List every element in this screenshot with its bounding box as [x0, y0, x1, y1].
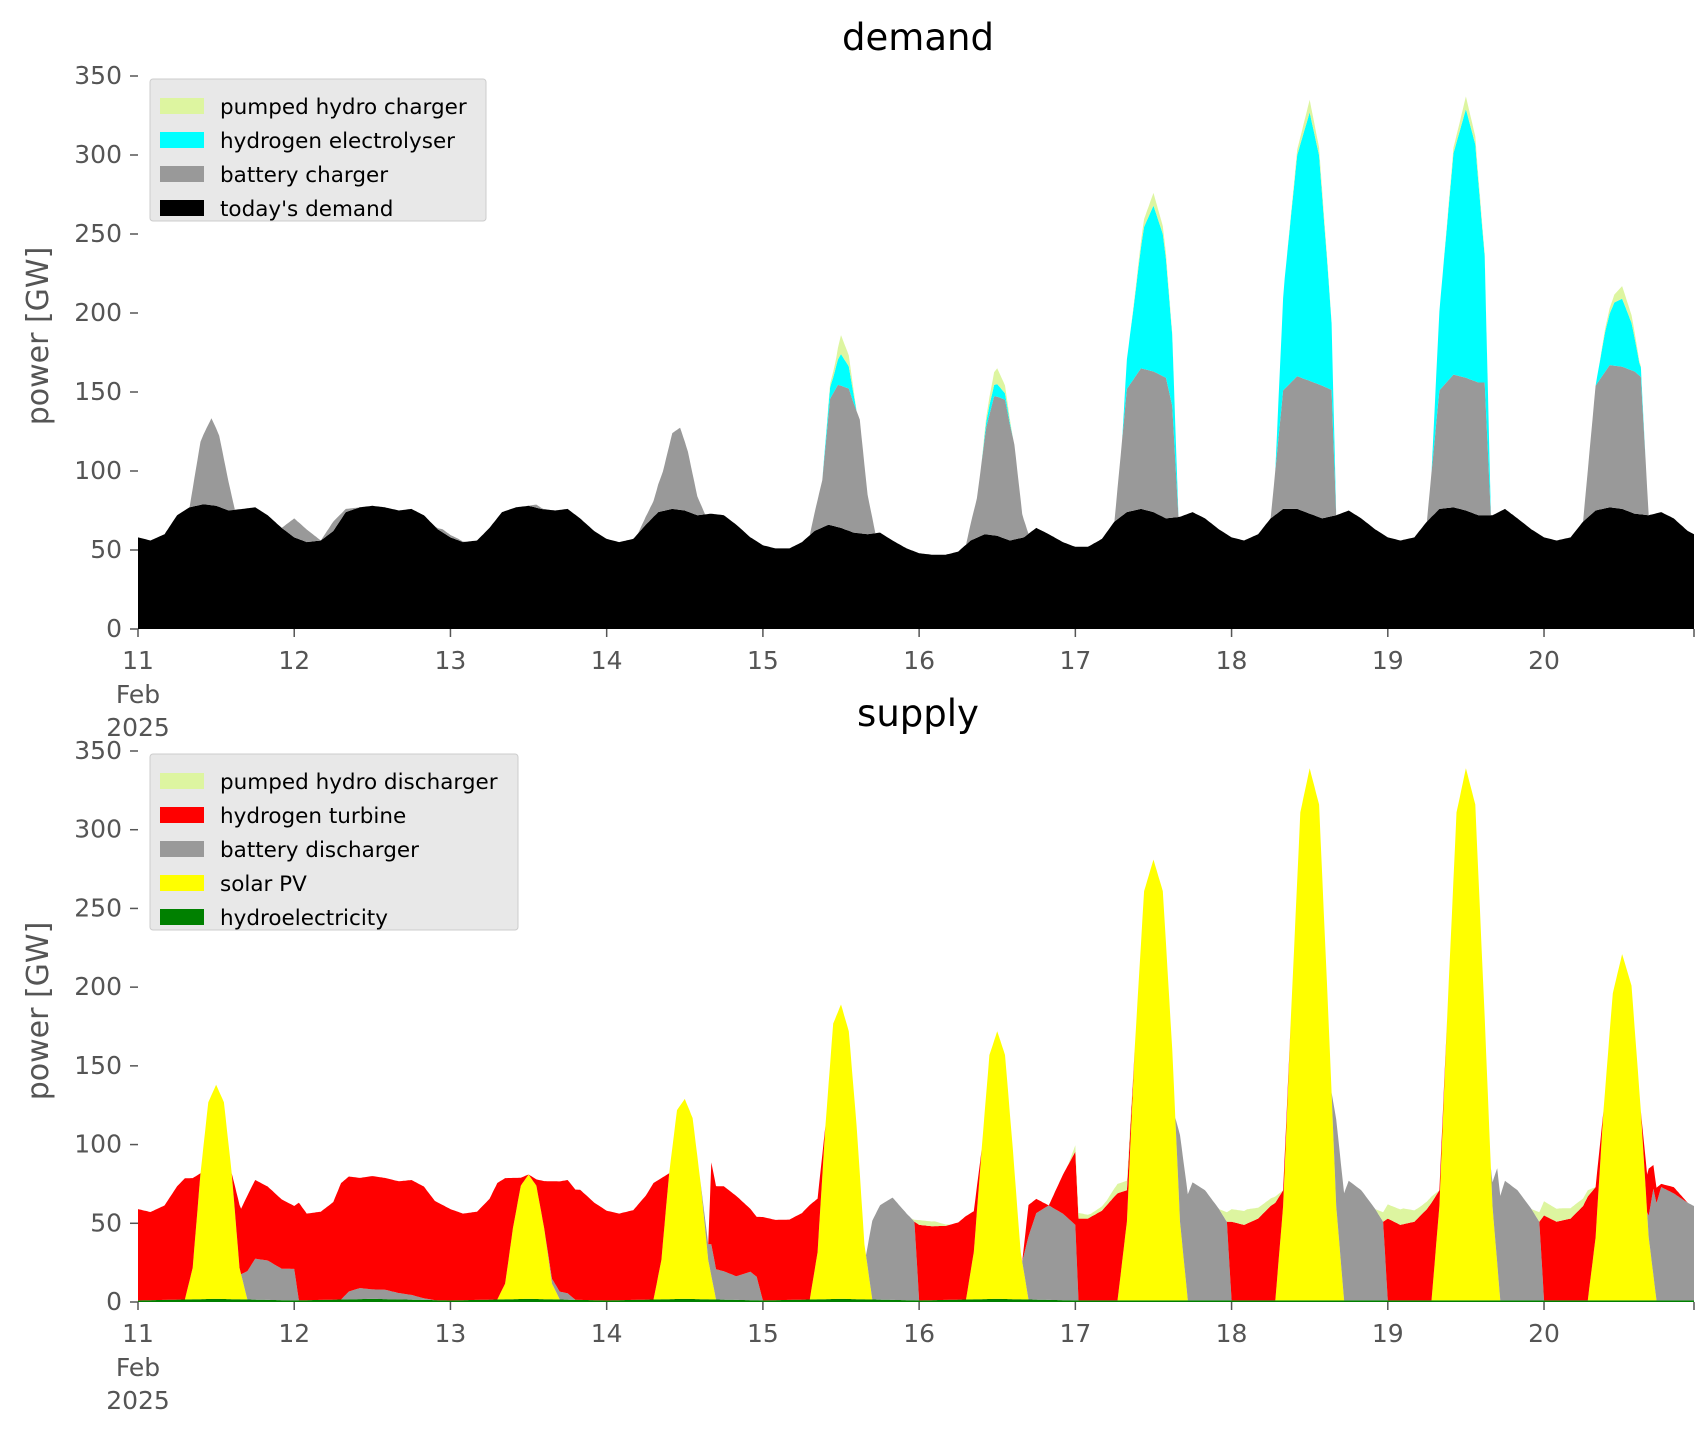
area-series-4: [138, 768, 1694, 1262]
x-tick-label: 20: [1528, 646, 1560, 675]
y-tick-label: 150: [74, 377, 122, 406]
y-tick-label: 50: [90, 535, 122, 564]
y-tick-label: 300: [74, 140, 122, 169]
x-tick-sublabel: Feb: [116, 680, 160, 709]
x-tick-label: 14: [591, 1319, 623, 1348]
legend-swatch: [160, 132, 204, 148]
area-series-2: [138, 768, 1694, 1301]
legend-label: pumped hydro discharger: [220, 770, 498, 795]
area-layer: [138, 768, 1694, 1302]
axes: 0 50 100 150 200 250 300 350 11 Feb 2025 12 13 14 15 16…: [74, 736, 1695, 1415]
legend-box: [149, 78, 487, 222]
demand-panel: demand power [GW] 0 50 100 150 200 250 300 350 1…: [21, 16, 1695, 742]
legend-swatch: [160, 875, 204, 891]
y-tick-label: 0: [106, 614, 122, 643]
y-tick-label: 50: [90, 1208, 122, 1237]
area-series-1: [138, 365, 1694, 555]
x-tick-label: 12: [278, 646, 310, 675]
x-tick-label: 16: [903, 646, 935, 675]
legend-swatch: [160, 807, 204, 823]
legend-label: hydroelectricity: [220, 906, 388, 931]
y-tick-label: 200: [74, 972, 122, 1001]
x-tick-label: 15: [747, 646, 779, 675]
area-series-3: [138, 768, 1694, 1301]
x-tick-label: 18: [1216, 1319, 1248, 1348]
y-tick-label: 200: [74, 298, 122, 327]
area-layer: [138, 96, 1694, 629]
area-series-0: [138, 504, 1694, 629]
y-tick-label: 250: [74, 893, 122, 922]
legend-label: solar PV: [220, 872, 307, 897]
supply-panel: supply power [GW] 0 50 100 150 200 250 300 350 1…: [21, 692, 1695, 1415]
x-tick-label: 13: [435, 646, 467, 675]
y-axis-label: power [GW]: [21, 922, 56, 1101]
legend-items: pumped hydro discharger hydrogen turbine b…: [160, 770, 498, 931]
area-series-0: [138, 1298, 1694, 1302]
legend-label: hydrogen electrolyser: [220, 129, 455, 154]
y-tick-label: 100: [74, 456, 122, 485]
legend-swatch: [160, 98, 204, 114]
x-tick-label: 15: [747, 1319, 779, 1348]
y-tick-label: 100: [74, 1130, 122, 1159]
x-tick-label: 11: [122, 1319, 154, 1348]
legend-label: battery discharger: [220, 838, 419, 863]
chart-title: demand: [842, 16, 994, 59]
chart-title: supply: [857, 692, 979, 735]
x-tick-label: 13: [435, 1319, 467, 1348]
y-tick-label: 300: [74, 815, 122, 844]
x-tick-label: 17: [1059, 646, 1091, 675]
legend-label: pumped hydro charger: [220, 95, 467, 120]
x-tick-label: 17: [1059, 1319, 1091, 1348]
x-tick-label: 11: [122, 646, 154, 675]
x-tick-sublabel: 2025: [106, 713, 170, 742]
axes: 0 50 100 150 200 250 300 350 11 Feb 2025 12 13 14 15 16…: [74, 61, 1695, 742]
legend-swatch: [160, 841, 204, 857]
y-tick-label: 0: [106, 1287, 122, 1316]
legend-swatch: [160, 200, 204, 216]
legend-items: pumped hydro charger hydrogen electrolyse…: [160, 95, 467, 222]
legend-label: battery charger: [220, 163, 388, 188]
legend-swatch: [160, 773, 204, 789]
legend-label: today's demand: [220, 197, 393, 222]
y-tick-label: 150: [74, 1051, 122, 1080]
y-tick-label: 350: [74, 736, 122, 765]
legend-swatch: [160, 166, 204, 182]
area-series-1: [138, 768, 1694, 1301]
legend-label: hydrogen turbine: [220, 804, 406, 829]
x-tick-label: 19: [1372, 1319, 1404, 1348]
y-tick-label: 350: [74, 61, 122, 90]
x-tick-label: 19: [1372, 646, 1404, 675]
x-tick-label: 14: [591, 646, 623, 675]
x-tick-label: 16: [903, 1319, 935, 1348]
area-series-2: [138, 109, 1694, 555]
x-tick-label: 20: [1528, 1319, 1560, 1348]
legend: pumped hydro discharger hydrogen turbine b…: [149, 753, 519, 931]
x-tick-label: 18: [1216, 646, 1248, 675]
y-axis-label: power [GW]: [21, 247, 56, 426]
x-tick-sublabel: 2025: [106, 1386, 170, 1415]
legend-box: [149, 753, 519, 931]
y-tick-label: 250: [74, 219, 122, 248]
x-tick-sublabel: Feb: [116, 1353, 160, 1382]
legend: pumped hydro charger hydrogen electrolyse…: [149, 78, 487, 222]
legend-swatch: [160, 909, 204, 925]
x-tick-label: 12: [278, 1319, 310, 1348]
